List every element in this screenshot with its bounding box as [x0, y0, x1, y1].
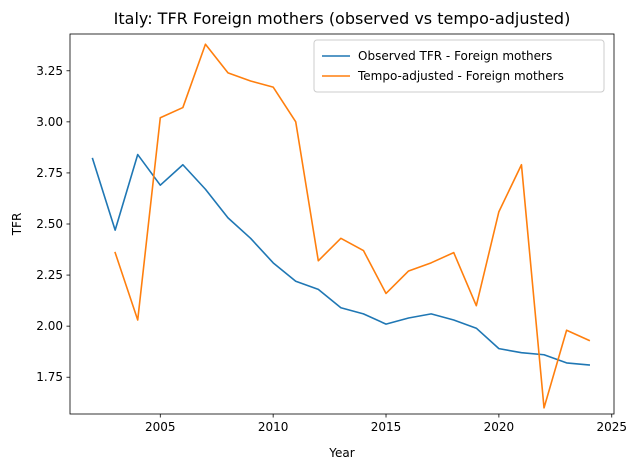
y-tick-label: 2.75 — [36, 166, 63, 180]
y-tick-label: 1.75 — [36, 370, 63, 384]
legend-label: Tempo-adjusted - Foreign mothers — [357, 69, 564, 83]
legend-box — [313, 39, 605, 93]
x-axis-label: Year — [328, 446, 354, 460]
x-tick-label: 2005 — [145, 420, 176, 434]
x-tick-label: 2025 — [596, 420, 627, 434]
x-tick-label: 2010 — [258, 420, 289, 434]
y-tick-label: 2.25 — [36, 268, 63, 282]
series-layer — [91, 43, 591, 409]
x-axis: 2005 2010 2015 2020 2025 — [145, 414, 627, 434]
x-tick-label: 2020 — [484, 420, 515, 434]
y-tick-label: 3.00 — [36, 115, 63, 129]
y-tick-label: 2.00 — [36, 319, 63, 333]
x-tick-label: 2015 — [371, 420, 402, 434]
y-tick-label: 2.50 — [36, 217, 63, 231]
legend: Observed TFR - Foreign mothers Tempo-adju… — [313, 39, 605, 93]
y-axis: 1.75 2.00 2.25 2.50 2.75 3.00 3.25 — [36, 64, 70, 384]
series-line-tempo-adjusted — [114, 43, 591, 409]
y-tick-label: 3.25 — [36, 64, 63, 78]
legend-label: Observed TFR - Foreign mothers — [358, 49, 552, 63]
chart-title: Italy: TFR Foreign mothers (observed vs … — [114, 9, 571, 28]
y-axis-label: TFR — [10, 213, 24, 237]
series-line-observed — [91, 153, 591, 366]
